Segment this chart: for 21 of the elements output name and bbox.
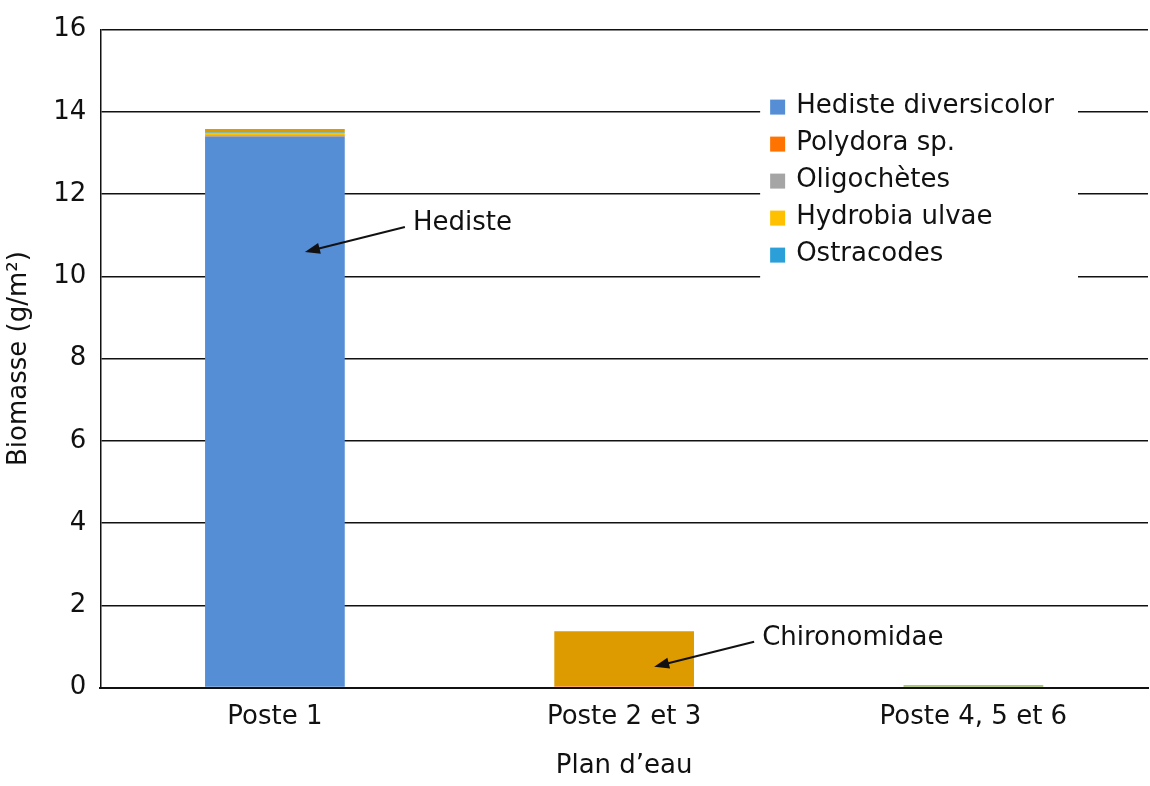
legend-label: Hediste diversicolor (796, 89, 1055, 120)
y-tick-label: 10 (53, 259, 87, 290)
y-tick-label: 0 (69, 670, 87, 701)
x-tick-label: Poste 2 et 3 (546, 699, 702, 730)
y-tick-label: 8 (69, 341, 87, 372)
x-tick-label: Poste 1 (227, 699, 323, 730)
legend-label: Polydora sp. (796, 126, 956, 157)
x-tick-label: Poste 4, 5 et 6 (879, 699, 1068, 730)
x-axis-title: Plan d’eau (555, 749, 693, 780)
annotation: Chironomidae (762, 620, 944, 651)
legend-label: Oligochètes (796, 163, 950, 194)
y-tick-label: 4 (69, 505, 87, 536)
y-tick-label: 14 (53, 94, 87, 125)
y-tick-label: 12 (53, 176, 87, 207)
y-tick-label: 6 (69, 423, 87, 454)
y-tick-label: 16 (53, 12, 87, 43)
legend-label: Ostracodes (796, 237, 944, 268)
y-tick-label: 2 (69, 588, 87, 619)
annotation: Hediste (412, 205, 512, 236)
legend-label: Hydrobia ulvae (796, 200, 993, 231)
y-axis-title: Biomasse (g/m²) (2, 251, 33, 467)
